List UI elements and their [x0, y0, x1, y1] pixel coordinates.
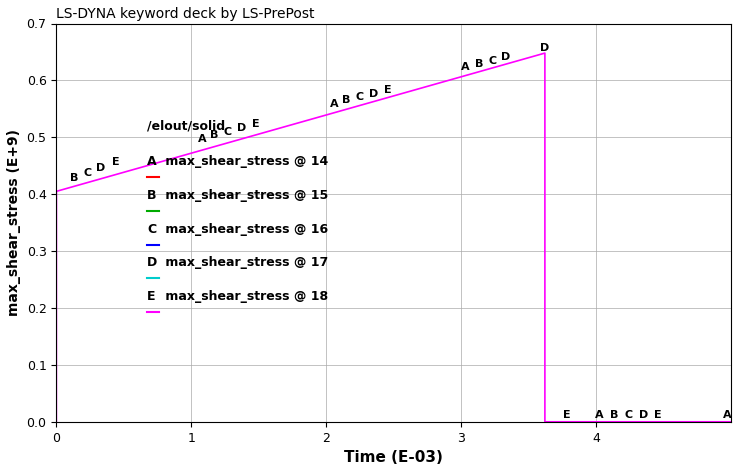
- X-axis label: Time (E-03): Time (E-03): [344, 450, 443, 465]
- Text: max_shear_stress @ 15: max_shear_stress @ 15: [161, 189, 328, 202]
- Text: E: E: [147, 290, 156, 303]
- Text: C: C: [147, 223, 157, 236]
- Text: C: C: [224, 126, 232, 137]
- Text: max_shear_stress @ 18: max_shear_stress @ 18: [161, 290, 328, 303]
- Text: D: D: [96, 163, 106, 173]
- Text: B: B: [610, 410, 618, 420]
- Text: C: C: [84, 168, 92, 178]
- Text: D: D: [638, 410, 648, 420]
- Text: A: A: [723, 410, 732, 420]
- Text: A: A: [595, 410, 603, 420]
- Text: E: E: [562, 410, 571, 420]
- Text: E: E: [112, 158, 120, 168]
- Text: /elout/solid: /elout/solid: [147, 119, 225, 132]
- Text: B: B: [147, 189, 157, 202]
- Text: max_shear_stress @ 17: max_shear_stress @ 17: [161, 256, 328, 270]
- Text: C: C: [488, 56, 497, 66]
- Text: LS-DYNA keyword deck by LS-PrePost: LS-DYNA keyword deck by LS-PrePost: [56, 7, 315, 21]
- Text: max_shear_stress @ 14: max_shear_stress @ 14: [161, 155, 328, 168]
- Text: B: B: [69, 173, 78, 184]
- Text: B: B: [210, 130, 218, 140]
- Text: D: D: [236, 123, 246, 133]
- Text: C: C: [624, 410, 633, 420]
- Text: D: D: [147, 256, 157, 270]
- Text: E: E: [655, 410, 662, 420]
- Text: B: B: [474, 59, 483, 69]
- Text: A: A: [330, 99, 338, 109]
- Text: A: A: [147, 155, 157, 168]
- Y-axis label: max_shear_stress (E+9): max_shear_stress (E+9): [7, 129, 21, 316]
- Text: D: D: [540, 43, 550, 53]
- Text: E: E: [384, 84, 392, 94]
- Text: A: A: [198, 134, 206, 143]
- Text: C: C: [356, 92, 364, 102]
- Text: D: D: [501, 52, 511, 62]
- Text: max_shear_stress @ 16: max_shear_stress @ 16: [161, 223, 328, 236]
- Text: D: D: [369, 89, 378, 99]
- Text: E: E: [252, 119, 260, 129]
- Text: A: A: [461, 62, 469, 72]
- Text: B: B: [342, 95, 350, 105]
